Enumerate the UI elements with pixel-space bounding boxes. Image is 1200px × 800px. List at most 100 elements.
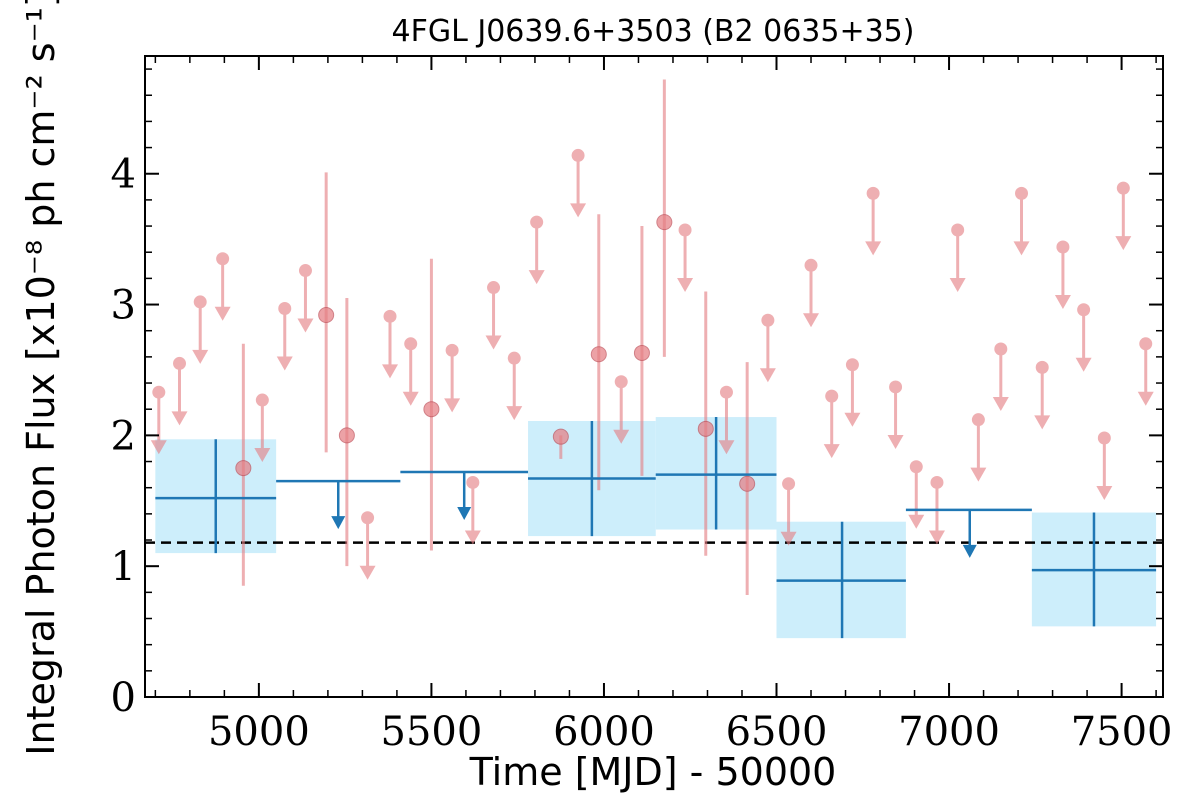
short-bin-detection [656, 79, 673, 357]
upper-limit-marker [278, 301, 292, 315]
short-bin-detection [697, 291, 714, 556]
long-bin-limit-arrowhead [962, 544, 977, 558]
upper-limit-arrowhead [718, 440, 735, 455]
detection-marker [739, 475, 756, 492]
short-bin-points [150, 79, 1154, 595]
short-bin-upper-limit [570, 148, 587, 218]
short-bin-upper-limit [1075, 303, 1092, 372]
short-bin-upper-limit [970, 413, 987, 482]
upper-limit-arrowhead [1137, 391, 1154, 406]
upper-limit-arrowhead [1054, 294, 1071, 309]
upper-limit-marker [487, 281, 501, 295]
upper-limit-arrowhead [949, 277, 966, 292]
upper-limit-marker [866, 186, 880, 200]
short-bin-upper-limit [865, 186, 882, 256]
short-bin-upper-limit [1137, 337, 1154, 406]
upper-limit-marker [951, 223, 965, 237]
detection-marker [656, 214, 673, 231]
long-bin-upper-limit [276, 479, 401, 530]
detection-marker [697, 420, 714, 437]
upper-limit-arrowhead [1115, 236, 1132, 251]
short-bin-upper-limit [1034, 360, 1051, 430]
upper-limit-arrowhead [844, 412, 861, 427]
upper-limit-marker [678, 223, 692, 237]
upper-limit-marker [216, 252, 230, 266]
short-bin-upper-limit [359, 511, 376, 580]
axes: 5000 5500 6000 6500 7000 7500 0 1 2 3 4 [111, 55, 1172, 755]
short-bin-upper-limit [780, 477, 797, 546]
upper-limit-marker [466, 475, 480, 489]
short-bin-upper-limit [759, 313, 776, 383]
upper-limit-arrowhead [402, 391, 419, 406]
upper-limit-arrowhead [359, 565, 376, 580]
short-bin-upper-limit [382, 309, 399, 379]
short-bin-upper-limit [1054, 240, 1071, 309]
x-axis-label: Time [MJD] - 50000 [469, 750, 837, 794]
short-bin-detection [633, 226, 650, 476]
upper-limit-marker [1035, 360, 1049, 374]
upper-limit-arrowhead [506, 406, 523, 421]
upper-limit-arrowhead [865, 241, 882, 256]
long-bin-upper-limit [400, 470, 529, 520]
upper-limit-marker [361, 511, 375, 525]
short-bin-upper-limit [613, 375, 630, 444]
short-bin-upper-limit [718, 385, 735, 455]
upper-limit-arrowhead [928, 530, 945, 545]
y-tick-label: 4 [111, 152, 136, 198]
upper-limit-marker [530, 215, 544, 229]
upper-limit-arrowhead [803, 313, 820, 328]
short-bin-upper-limit [444, 343, 461, 413]
short-bin-upper-limit [276, 301, 293, 371]
short-bin-upper-limit [949, 223, 966, 292]
upper-limit-arrowhead [214, 306, 231, 321]
upper-limit-marker [193, 295, 207, 309]
chart-title: 4FGL J0639.6+3503 (B2 0635+35) [392, 14, 915, 49]
x-tick-label: 6500 [726, 709, 828, 755]
upper-limit-marker [152, 385, 166, 399]
upper-limit-arrowhead [1034, 415, 1051, 430]
long-bin-error-bands [155, 417, 1157, 639]
short-bin-upper-limit [528, 215, 545, 285]
upper-limit-marker [971, 413, 985, 427]
short-bin-detection [590, 214, 607, 491]
upper-limit-arrowhead [570, 203, 587, 218]
short-bin-upper-limit [887, 380, 904, 449]
detection-marker [423, 401, 440, 418]
short-bin-upper-limit [908, 460, 925, 529]
upper-limit-marker [614, 375, 628, 389]
long-bin-detection [155, 439, 277, 554]
short-bin-detection [338, 298, 355, 567]
long-bin-detection [776, 521, 906, 639]
y-tick-label: 1 [111, 544, 136, 590]
upper-limit-arrowhead [150, 440, 167, 455]
short-bin-upper-limit [297, 264, 314, 333]
short-bin-upper-limit [803, 258, 820, 328]
upper-limit-marker [719, 385, 733, 399]
upper-limit-arrowhead [823, 444, 840, 459]
short-bin-upper-limit [844, 358, 861, 427]
upper-limit-marker [994, 342, 1008, 356]
upper-limit-marker [1139, 337, 1153, 351]
x-tick-label: 5500 [381, 709, 483, 755]
long-bin-detection [655, 417, 777, 530]
detection-marker [590, 346, 607, 363]
short-bin-upper-limit [485, 281, 502, 350]
short-bin-upper-limit [214, 252, 231, 321]
upper-limit-arrowhead [613, 429, 630, 444]
upper-limit-arrowhead [908, 514, 925, 529]
upper-limit-arrowhead [192, 349, 209, 364]
y-tick-label: 2 [111, 413, 136, 459]
upper-limit-arrowhead [970, 467, 987, 482]
long-bin-points [155, 417, 1157, 639]
short-bin-upper-limit [254, 393, 271, 463]
short-bin-upper-limit [992, 342, 1009, 412]
upper-limit-arrowhead [780, 531, 797, 546]
long-bin-detection [528, 420, 656, 537]
short-bin-upper-limit [1115, 181, 1132, 251]
upper-limit-arrowhead [444, 398, 461, 413]
upper-limit-arrowhead [1013, 241, 1030, 256]
upper-limit-marker [255, 393, 269, 407]
upper-limit-marker [889, 380, 903, 394]
upper-limit-marker [761, 313, 775, 327]
